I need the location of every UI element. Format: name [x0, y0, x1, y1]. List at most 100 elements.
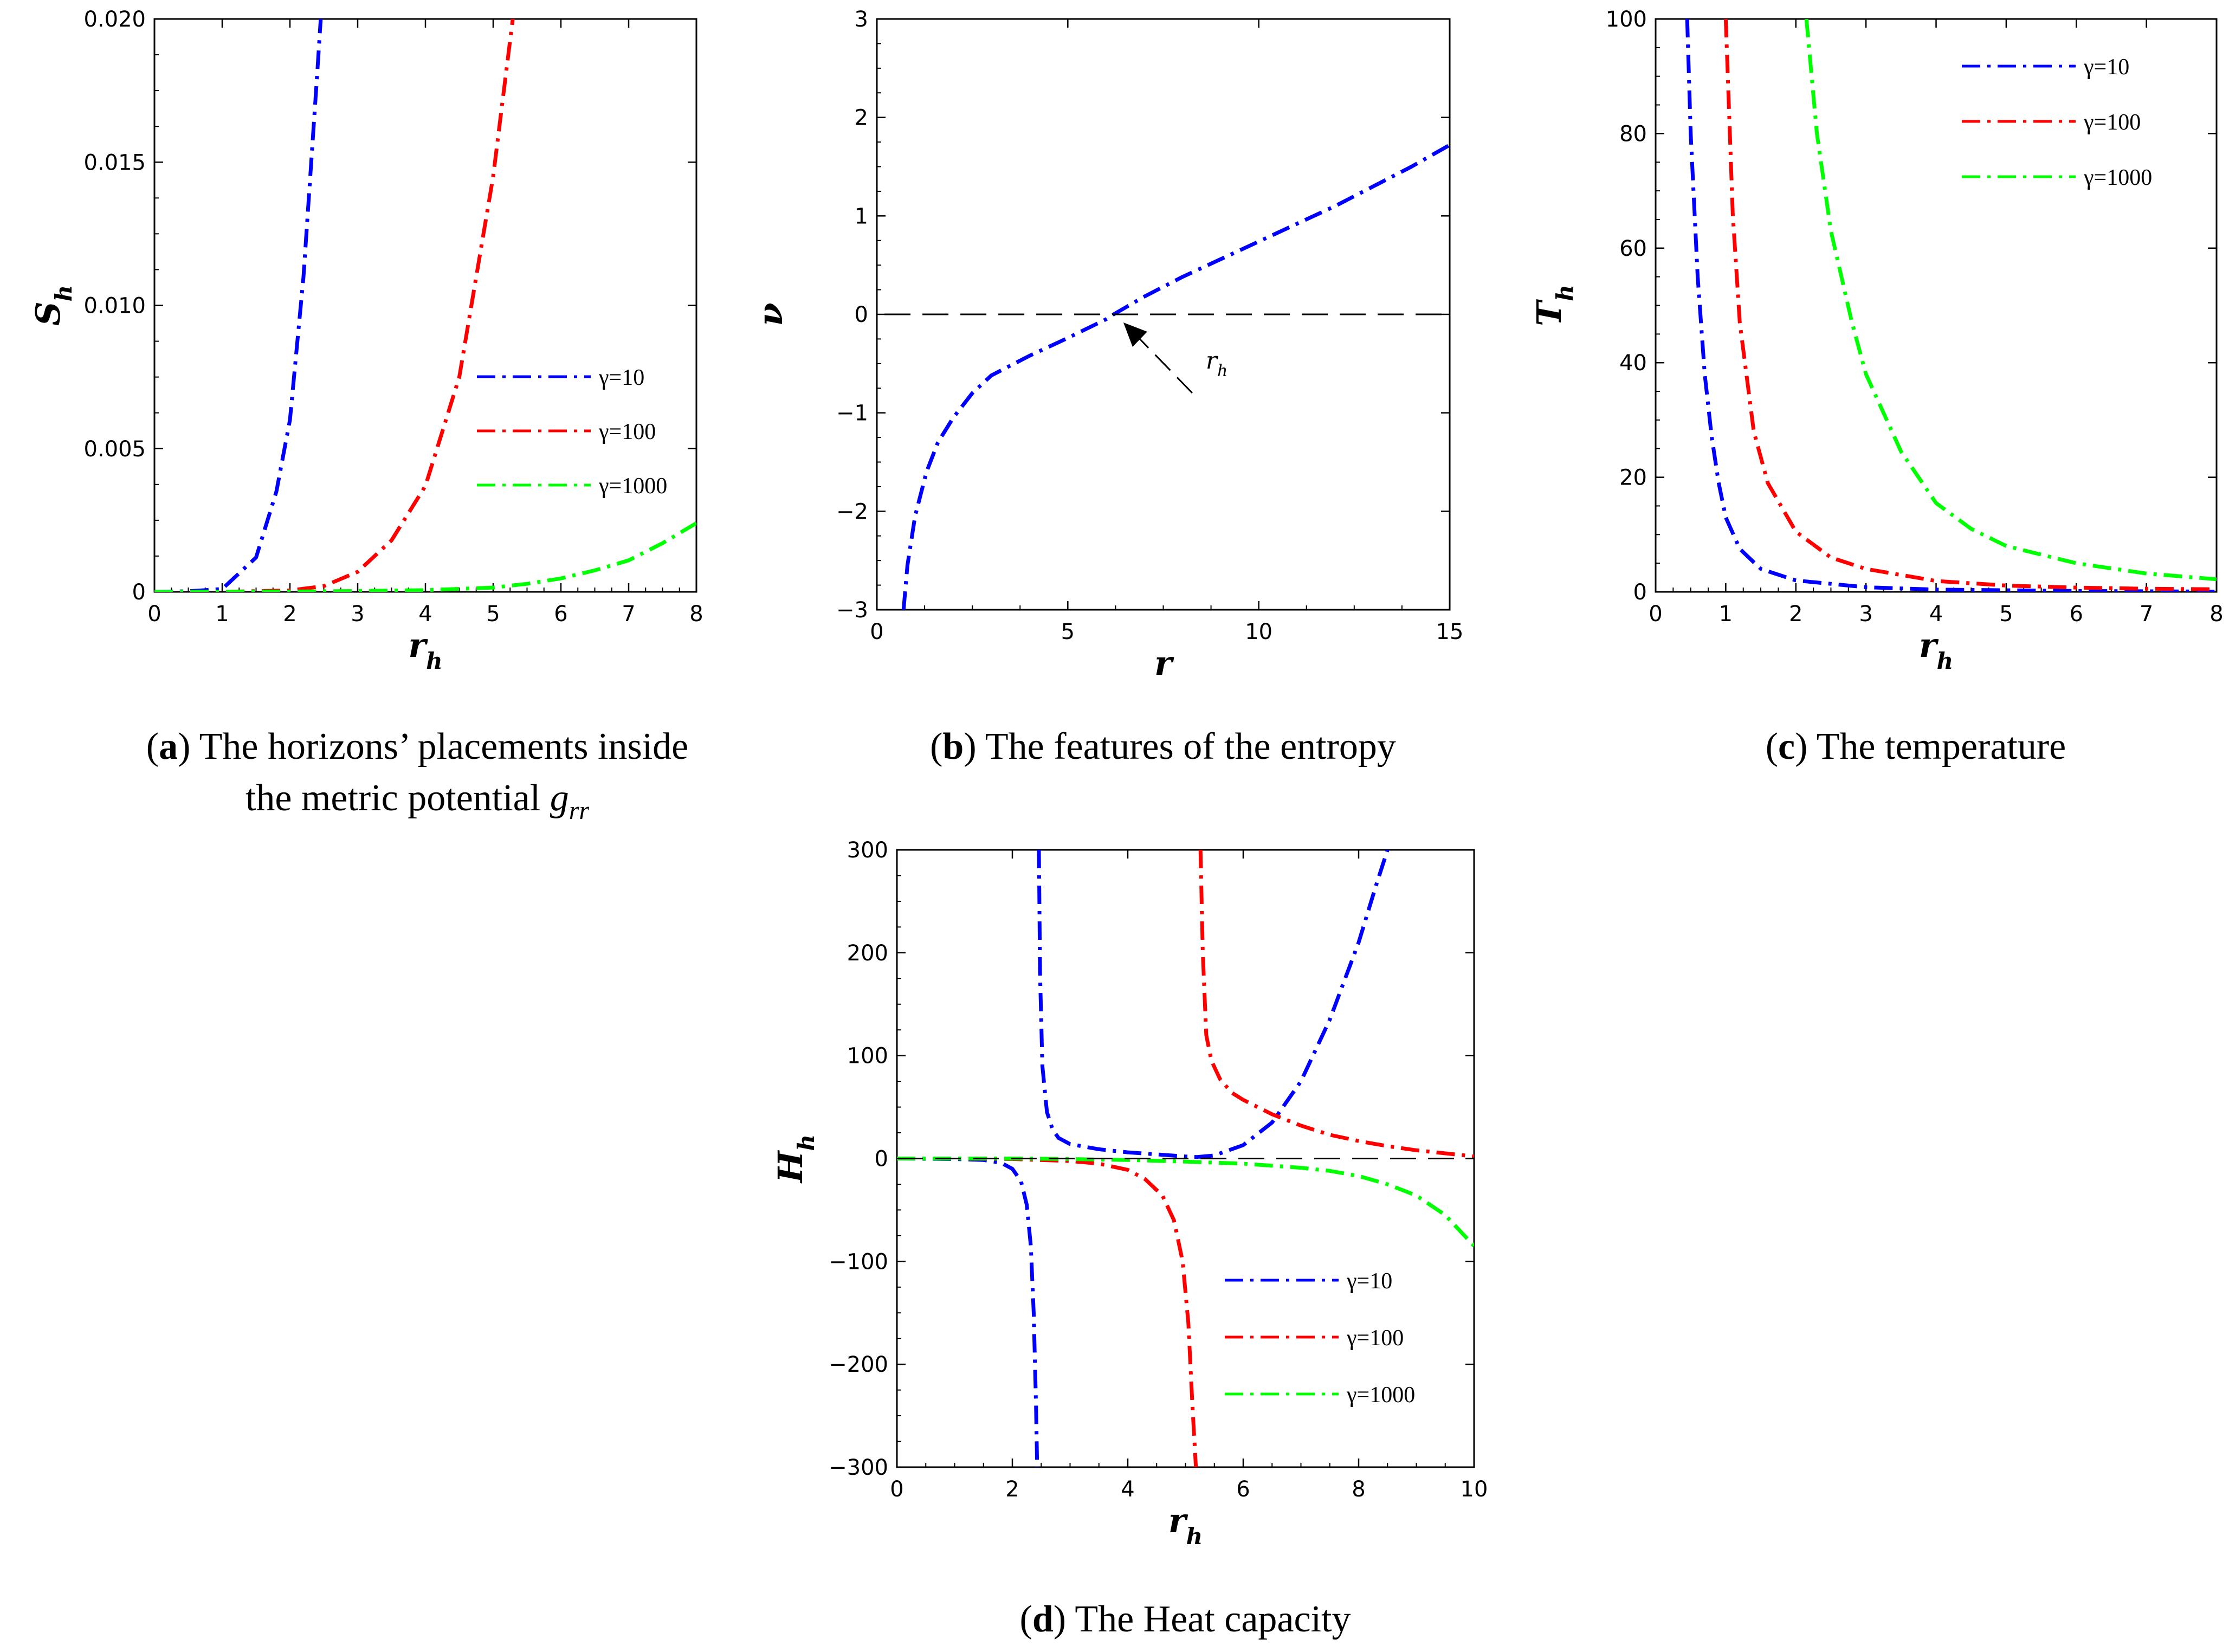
x-tick-label: 3 [351, 602, 364, 627]
x-tick-label: 0 [147, 602, 161, 627]
y-tick-label: 0 [855, 302, 868, 327]
x-tick-label: 1 [215, 602, 229, 627]
panel-caption-line2: the metric potential grr [245, 777, 589, 825]
annotation-arrow-head [1123, 322, 1147, 347]
series-line--100 [897, 1157, 1198, 1467]
x-axis-label: rh [1168, 1501, 1203, 1550]
y-tick-label: 1 [855, 204, 868, 229]
x-tick-label: 6 [554, 602, 567, 627]
y-tick-label: 0.010 [83, 294, 146, 319]
y-tick-label: 0.015 [83, 150, 146, 175]
series-line--1000 [1804, 19, 2217, 582]
legend-entry: γ=1000 [598, 474, 667, 499]
panel-caption: (c) The temperature [1766, 726, 2066, 767]
series-line--10 [1037, 850, 1390, 1159]
series-line--100 [154, 19, 515, 592]
x-tick-label: 7 [622, 602, 635, 627]
x-tick-label: 7 [2140, 602, 2153, 627]
x-tick-label: 2 [1005, 1477, 1019, 1502]
x-tick-label: 8 [2209, 602, 2223, 627]
x-tick-label: 0 [870, 620, 883, 644]
series-line--r- [901, 143, 1450, 610]
legend-entry: γ=100 [598, 420, 656, 444]
panel-caption: (d) The Heat capacity [1020, 1598, 1351, 1640]
y-tick-label: 0 [1633, 580, 1647, 605]
x-axis-label: rh [408, 625, 442, 674]
x-tick-label: 8 [689, 602, 703, 627]
x-tick-label: 6 [2070, 602, 2083, 627]
series-line--10 [1685, 19, 2217, 592]
x-tick-label: 6 [1236, 1477, 1250, 1502]
x-tick-label: 0 [890, 1477, 903, 1502]
legend-entry: γ=100 [2083, 110, 2141, 135]
legend-entry: γ=10 [598, 365, 644, 390]
y-tick-label: 3 [855, 7, 868, 32]
y-axis-label: Th [1529, 285, 1578, 326]
y-tick-label: −300 [829, 1455, 888, 1480]
y-axis-label: Hh [771, 1134, 819, 1184]
x-tick-label: 3 [1859, 602, 1872, 627]
y-tick-label: 80 [1619, 121, 1647, 146]
x-tick-label: 15 [1436, 620, 1464, 644]
legend: γ=10 γ=100 γ=1000 [477, 365, 667, 499]
series-line--10 [897, 1157, 1039, 1467]
y-tick-label: 2 [855, 106, 868, 131]
annotation-arrow-line [1137, 336, 1193, 394]
series-line--100 [1198, 850, 1474, 1159]
y-axis-label: ν [751, 302, 790, 326]
plot-frame [153, 18, 697, 593]
x-tick-label: 4 [418, 602, 432, 627]
x-tick-label: 10 [1245, 620, 1272, 644]
y-tick-label: −100 [829, 1249, 888, 1274]
x-axis-label: rh [1919, 625, 1953, 674]
annotation-label: rh [1206, 347, 1227, 380]
y-tick-label: 0 [875, 1147, 888, 1172]
legend-entry: γ=10 [1346, 1269, 1392, 1294]
series-line--1000 [154, 521, 696, 592]
y-tick-label: −2 [836, 499, 868, 524]
series-line--1000 [897, 1157, 1474, 1248]
x-tick-label: 4 [1929, 602, 1943, 627]
y-tick-label: 40 [1619, 351, 1647, 376]
y-tick-label: 0 [132, 580, 146, 605]
legend: γ=10 γ=100 γ=1000 [1962, 55, 2152, 190]
x-tick-label: 2 [283, 602, 296, 627]
y-tick-label: 100 [847, 1044, 888, 1069]
legend: γ=10 γ=100 γ=1000 [1225, 1269, 1415, 1408]
legend-entry: γ=1000 [1346, 1383, 1415, 1408]
series-group [1685, 19, 2217, 592]
y-tick-label: 60 [1619, 236, 1647, 261]
x-tick-label: 5 [1999, 602, 2013, 627]
panel-caption: (a) The horizons’ placements inside [146, 726, 688, 767]
x-axis-label: r [1154, 643, 1174, 683]
panel-caption: (b) The features of the entropy [930, 726, 1396, 767]
panel-a: 0 1 2 3 4 5 6 7 800.0050.0100.0150.020rhShγ=10γ=… [28, 7, 703, 825]
x-tick-label: 5 [486, 602, 500, 627]
y-tick-label: −1 [836, 401, 868, 426]
x-tick-label: 8 [1352, 1477, 1365, 1502]
y-tick-label: 300 [847, 838, 888, 863]
legend-entry: γ=100 [1346, 1326, 1404, 1351]
x-tick-label: 10 [1461, 1477, 1488, 1502]
x-tick-label: 0 [1649, 602, 1662, 627]
y-tick-label: 0.005 [83, 437, 146, 462]
y-tick-label: 0.020 [83, 7, 146, 32]
series-group [884, 143, 1450, 610]
panel-b: 0 5 10 15 −3 −2 −1 0 1 2 3 r ν rh (b) The features of … [751, 7, 1463, 767]
y-axis-label: Sh [28, 285, 77, 326]
series-line--10 [154, 19, 323, 592]
y-tick-label: 20 [1619, 466, 1647, 491]
series-group [154, 19, 696, 592]
legend-entry: γ=10 [2083, 55, 2129, 80]
x-tick-label: 2 [1789, 602, 1802, 627]
y-tick-label: −200 [829, 1352, 888, 1377]
panel-d: 0 2 4 6 8 10−300−200−1000100200300rhHhγ=10γ=1… [771, 838, 1488, 1640]
x-tick-label: 4 [1121, 1477, 1134, 1502]
legend-entry: γ=1000 [2083, 165, 2152, 190]
series-group [897, 850, 1474, 1467]
panel-c: 0 1 2 3 4 5 6 7 8020406080100rhThγ=10γ=100γ=1000… [1529, 7, 2224, 767]
series-line--100 [1723, 19, 2217, 591]
x-tick-label: 1 [1719, 602, 1733, 627]
x-tick-label: 5 [1061, 620, 1075, 644]
